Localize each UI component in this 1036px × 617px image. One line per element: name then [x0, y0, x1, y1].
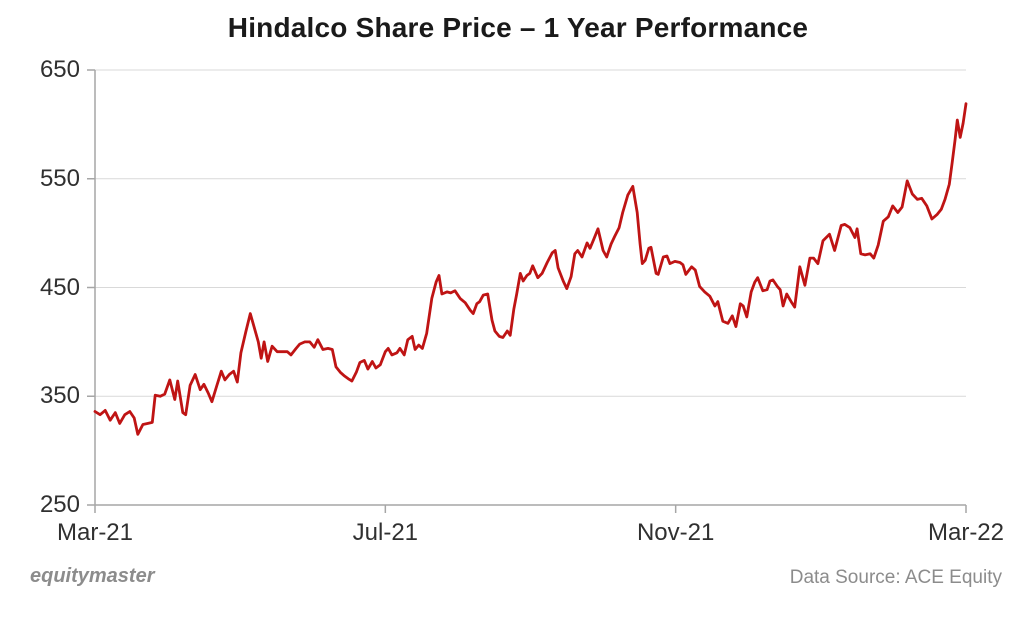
x-tick-label-Jul-21: Jul-21 — [352, 519, 419, 546]
y-tick-label-250: 250 — [39, 491, 80, 518]
equitymaster-logo: equitymaster — [30, 565, 155, 587]
y-tick-label-650: 650 — [39, 56, 80, 83]
x-tick-label-Mar-22: Mar-22 — [927, 519, 1005, 546]
chart-title: Hindalco Share Price – 1 Year Performanc… — [227, 12, 809, 43]
x-tick-label-Mar-21: Mar-21 — [56, 519, 134, 546]
data-source-label: Data Source: ACE Equity — [789, 567, 1002, 588]
y-tick-label-350: 350 — [39, 382, 80, 410]
y-tick-label-450: 450 — [39, 273, 80, 301]
y-tick-label-550: 550 — [39, 164, 80, 192]
price-series-line — [93, 102, 968, 436]
x-tick-label-Nov-21: Nov-21 — [636, 519, 715, 546]
